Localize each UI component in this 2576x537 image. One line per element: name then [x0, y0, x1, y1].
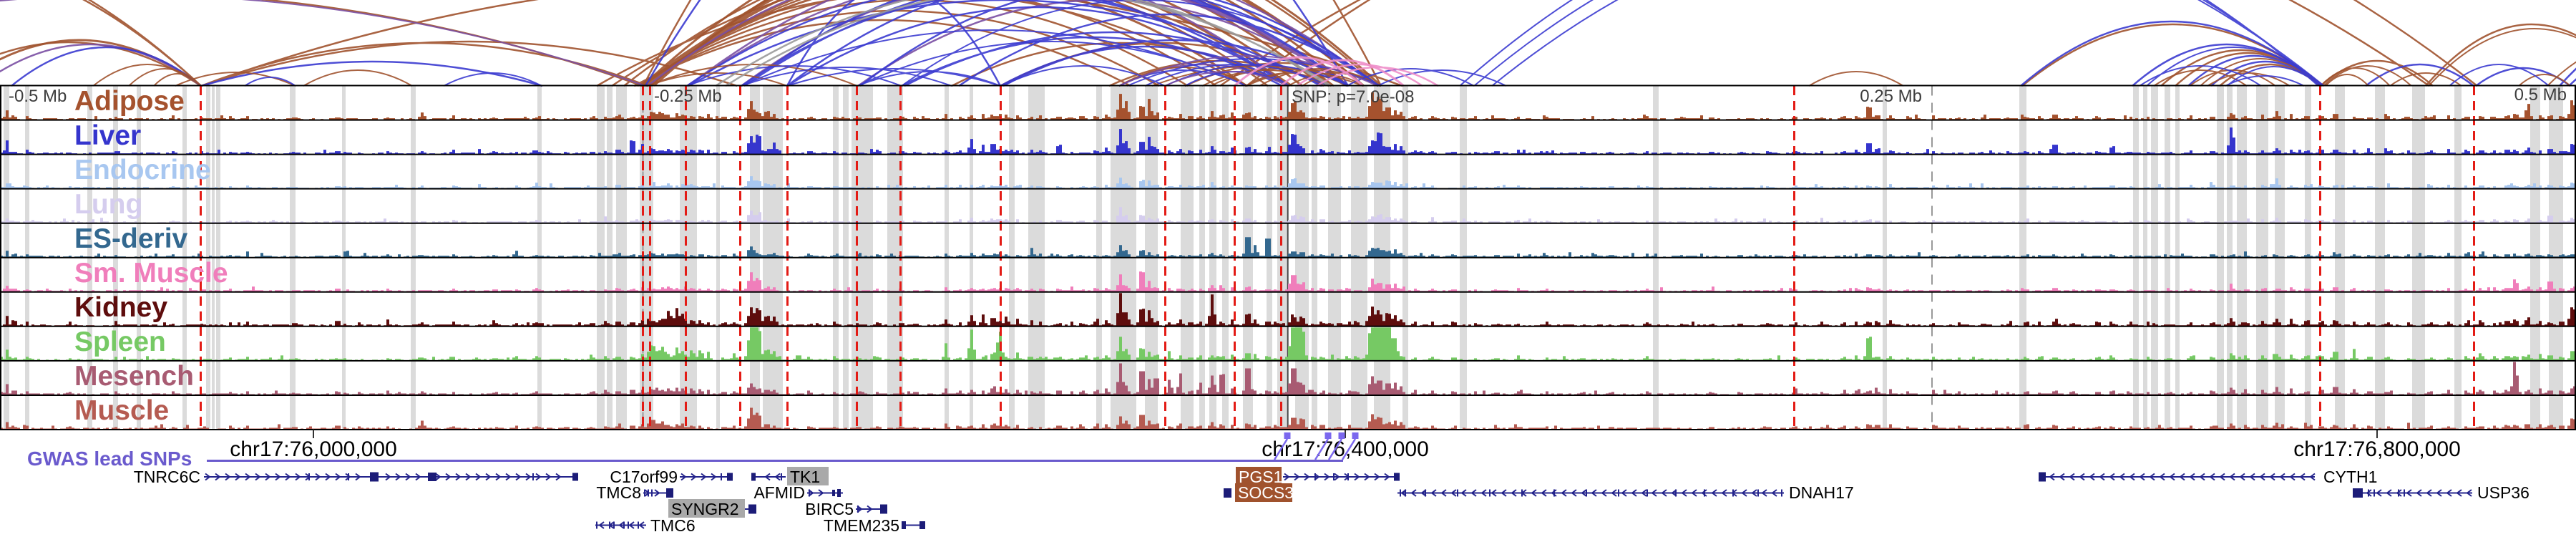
svg-text:-0.5 Mb: -0.5 Mb — [9, 87, 67, 106]
svg-text:DNAH17: DNAH17 — [1789, 483, 1854, 502]
svg-text:TMEM235: TMEM235 — [824, 516, 899, 535]
svg-text:PGS1: PGS1 — [1239, 468, 1282, 486]
svg-text:0.25 Mb: 0.25 Mb — [1860, 87, 1922, 106]
svg-text:Sm. Muscle: Sm. Muscle — [74, 258, 228, 289]
svg-text:Kidney: Kidney — [74, 292, 167, 323]
svg-text:chr17:76,000,000: chr17:76,000,000 — [230, 437, 397, 461]
svg-text:CYTH1: CYTH1 — [2323, 468, 2377, 486]
svg-text:C17orf99: C17orf99 — [610, 468, 678, 486]
svg-text:USP36: USP36 — [2477, 483, 2529, 502]
svg-text:Spleen: Spleen — [74, 326, 166, 357]
svg-text:-0.25 Mb: -0.25 Mb — [654, 87, 722, 106]
svg-text:SNP: p=7.0e-08: SNP: p=7.0e-08 — [1292, 87, 1414, 107]
svg-text:Lung: Lung — [74, 189, 142, 220]
svg-text:ES-deriv: ES-deriv — [74, 223, 188, 254]
svg-text:SYNGR2: SYNGR2 — [671, 500, 739, 518]
svg-text:chr17:76,400,000: chr17:76,400,000 — [1262, 437, 1429, 461]
svg-text:Adipose: Adipose — [74, 86, 185, 117]
svg-text:GWAS lead SNPs: GWAS lead SNPs — [27, 448, 192, 470]
svg-text:Endocrine: Endocrine — [74, 155, 211, 185]
svg-text:TK1: TK1 — [790, 468, 820, 486]
svg-text:Muscle: Muscle — [74, 395, 169, 426]
svg-text:0.5 Mb: 0.5 Mb — [2514, 85, 2567, 105]
svg-text:SOCS3: SOCS3 — [1238, 483, 1294, 502]
svg-text:chr17:76,800,000: chr17:76,800,000 — [2293, 437, 2461, 461]
svg-text:AFMID: AFMID — [753, 483, 805, 502]
svg-text:TMC6: TMC6 — [650, 516, 696, 535]
svg-text:BIRC5: BIRC5 — [805, 500, 854, 518]
svg-text:Mesench: Mesench — [74, 361, 194, 392]
svg-text:Liver: Liver — [74, 120, 141, 151]
svg-text:TNRC6C: TNRC6C — [134, 468, 200, 486]
svg-text:TMC8: TMC8 — [596, 483, 641, 502]
